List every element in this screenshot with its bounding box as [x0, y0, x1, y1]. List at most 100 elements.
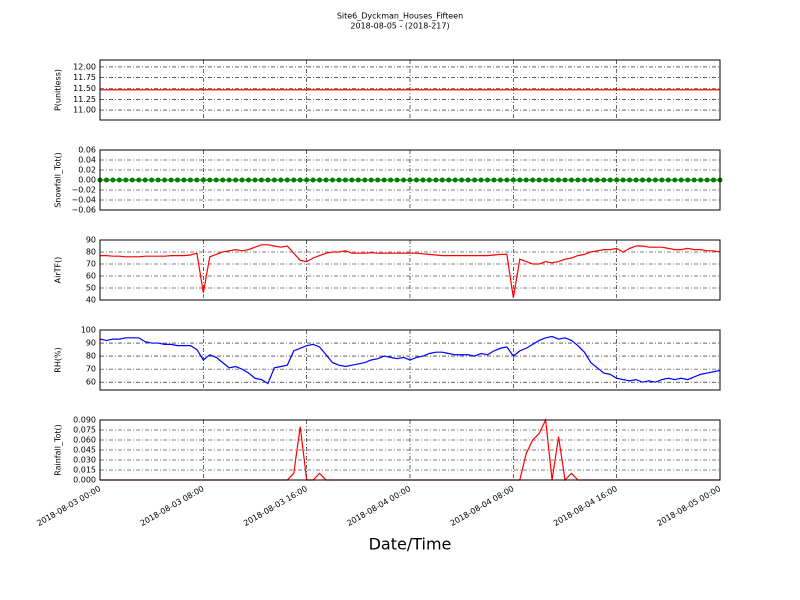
data-marker: [226, 177, 232, 183]
plot-frame: [99, 149, 721, 211]
y-tick-label: 12.00: [73, 62, 96, 71]
data-marker: [413, 177, 419, 183]
data-marker: [265, 177, 271, 183]
y-tick-label: 0.02: [78, 166, 96, 175]
data-marker: [517, 177, 523, 183]
data-marker: [465, 177, 471, 183]
data-marker: [478, 177, 484, 183]
data-marker: [640, 177, 645, 183]
data-marker: [213, 177, 219, 183]
y-tick-label: 60: [86, 378, 96, 387]
data-marker: [691, 177, 697, 183]
data-marker: [271, 177, 277, 183]
data-marker: [452, 177, 458, 183]
data-marker: [439, 177, 445, 183]
data-marker: [556, 177, 562, 183]
y-tick-label: 0.000: [73, 476, 96, 485]
y-tick-label: 11.75: [73, 73, 96, 82]
y-tick-label: 0.090: [73, 416, 96, 425]
data-marker: [297, 177, 303, 183]
data-marker: [116, 177, 122, 183]
data-marker: [123, 177, 129, 183]
data-marker: [562, 177, 568, 183]
y-axis-label: RH(%): [54, 347, 63, 372]
data-marker: [433, 177, 439, 183]
figure-subtitle: 2018-08-05 - (2018-217): [350, 22, 449, 31]
data-marker: [485, 177, 490, 183]
y-tick-label: 90: [86, 339, 96, 348]
data-marker: [168, 177, 174, 183]
y-tick-label: 0.075: [73, 426, 96, 435]
y-tick-label: 0.060: [73, 436, 96, 445]
data-marker: [588, 177, 594, 183]
data-marker: [698, 177, 704, 183]
data-marker: [103, 177, 109, 183]
data-marker: [220, 177, 226, 183]
y-tick-label: 11.50: [73, 84, 96, 93]
data-marker: [304, 177, 310, 183]
data-marker: [685, 177, 691, 183]
data-marker: [142, 177, 148, 183]
data-marker: [310, 177, 316, 183]
y-tick-label: 60: [86, 272, 96, 281]
data-marker: [239, 177, 245, 183]
data-marker: [459, 177, 465, 183]
data-marker: [627, 177, 633, 183]
data-marker: [317, 177, 323, 183]
data-marker: [284, 177, 290, 183]
data-marker: [678, 177, 684, 183]
data-marker: [446, 177, 452, 183]
plot-frame: [99, 419, 721, 481]
data-marker: [646, 177, 652, 183]
data-marker: [620, 177, 626, 183]
y-tick-label: 11.25: [73, 95, 96, 104]
figure-title: Site6_Dyckman_Houses_Fifteen: [337, 12, 463, 21]
data-marker: [581, 177, 587, 183]
y-tick-label: −0.04: [71, 196, 96, 205]
data-marker: [162, 177, 168, 183]
y-tick-label: 70: [86, 365, 96, 374]
data-marker: [543, 177, 549, 183]
y-axis-label: AirTF(): [54, 257, 63, 284]
y-tick-label: 50: [86, 284, 96, 293]
data-marker: [633, 177, 639, 183]
data-marker: [291, 177, 297, 183]
data-marker: [659, 177, 665, 183]
data-marker: [523, 177, 529, 183]
data-marker: [149, 177, 155, 183]
data-marker: [207, 177, 213, 183]
y-tick-label: 11.00: [73, 106, 96, 115]
data-marker: [187, 177, 193, 183]
data-line: [99, 335, 721, 385]
data-marker: [510, 177, 516, 183]
data-marker: [336, 177, 342, 183]
data-marker: [568, 177, 574, 183]
y-tick-label: 40: [86, 296, 96, 305]
data-marker: [252, 177, 258, 183]
y-tick-label: 70: [86, 260, 96, 269]
y-axis-label: Rainfall_Tot(): [54, 424, 63, 476]
data-marker: [472, 177, 478, 183]
data-marker: [278, 177, 284, 183]
y-tick-label: 80: [86, 352, 96, 361]
data-marker: [233, 177, 239, 183]
data-marker: [491, 177, 497, 183]
data-marker: [652, 177, 658, 183]
data-marker: [110, 177, 116, 183]
data-marker: [607, 177, 613, 183]
data-marker: [575, 177, 581, 183]
data-marker: [407, 177, 413, 183]
data-marker: [200, 177, 206, 183]
data-marker: [375, 177, 381, 183]
x-axis-label: Date/Time: [369, 535, 452, 554]
data-marker: [136, 177, 142, 183]
data-marker: [355, 177, 361, 183]
data-marker: [614, 177, 620, 183]
data-marker: [330, 177, 335, 183]
data-marker: [711, 177, 717, 183]
data-marker: [175, 177, 180, 183]
data-marker: [394, 177, 400, 183]
y-tick-label: 0.00: [78, 176, 96, 185]
plot-frame: [99, 329, 721, 391]
